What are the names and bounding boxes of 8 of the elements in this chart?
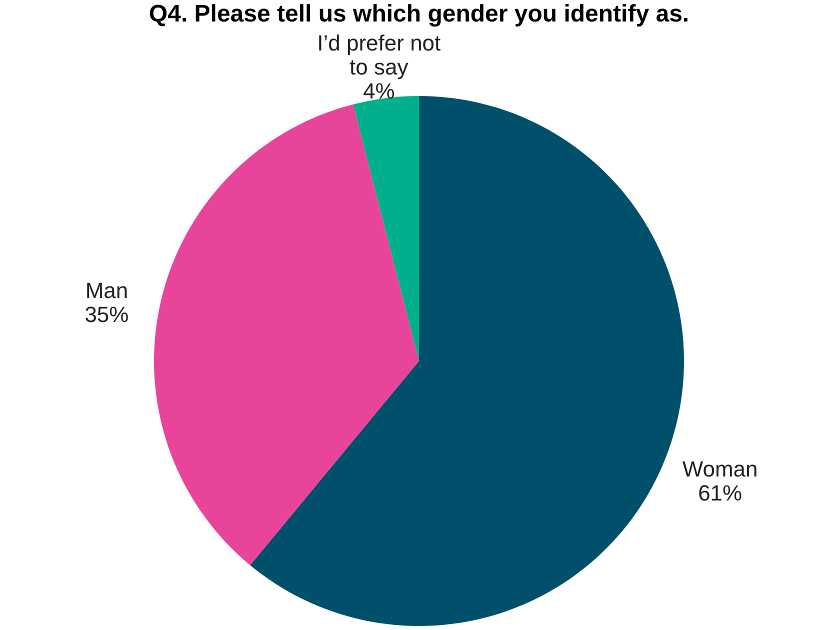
- slice-label: Man: [85, 278, 128, 304]
- data-label: 35%: [84, 302, 129, 328]
- slice-label: Woman: [682, 456, 758, 482]
- pie-slice: [154, 104, 419, 566]
- data-label: 61%: [698, 480, 742, 506]
- slice-label: I’d prefer not to say: [317, 30, 441, 80]
- data-label: 4%: [362, 78, 395, 104]
- chart-title: Q4. Please tell us which gender you identify as.: [148, 0, 690, 28]
